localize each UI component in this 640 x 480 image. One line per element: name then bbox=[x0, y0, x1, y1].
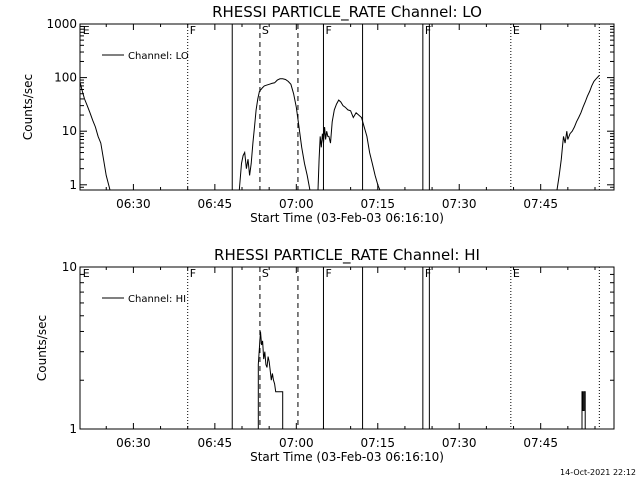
x-tick-label: 07:15 bbox=[360, 197, 395, 211]
event-marker-label: F bbox=[190, 24, 196, 37]
series-line-segment bbox=[581, 391, 586, 429]
x-tick-label: 07:30 bbox=[442, 436, 477, 450]
x-axis-label: Start Time (03-Feb-03 06:16:10) bbox=[250, 450, 444, 464]
x-tick-label: 07:00 bbox=[279, 436, 314, 450]
panel-lo: RHESSI PARTICLE_RATE Channel: LO 06:30 06:… bbox=[21, 3, 615, 225]
y-tick-label: 1 bbox=[69, 422, 77, 436]
y-tick-label: 10 bbox=[62, 124, 77, 138]
event-marker-label: E bbox=[513, 24, 520, 37]
event-marker-label: F bbox=[190, 267, 196, 280]
x-tick-label: 06:30 bbox=[116, 197, 151, 211]
event-marker-label: E bbox=[83, 24, 90, 37]
legend-label: Channel: HI bbox=[128, 294, 186, 305]
x-tick-label: 07:45 bbox=[523, 436, 558, 450]
event-marker-label: F bbox=[325, 24, 331, 37]
series-line-segment bbox=[556, 75, 600, 191]
event-marker-label: F bbox=[425, 24, 431, 37]
y-axis-label: Counts/sec bbox=[35, 315, 49, 381]
y-axis-label: Counts/sec bbox=[21, 74, 35, 140]
y-tick-label: 1000 bbox=[46, 17, 77, 31]
series-line-segment bbox=[238, 78, 311, 191]
panel-hi: RHESSI PARTICLE_RATE Channel: HI 06:30 06:… bbox=[35, 246, 615, 464]
chart-title: RHESSI PARTICLE_RATE Channel: LO bbox=[212, 3, 482, 22]
x-tick-label: 07:00 bbox=[279, 197, 314, 211]
event-marker-label: E bbox=[83, 267, 90, 280]
event-marker-label: S bbox=[262, 24, 269, 37]
series-line-segment bbox=[79, 82, 111, 191]
event-marker-label: F bbox=[325, 267, 331, 280]
y-tick-label: 1 bbox=[69, 178, 77, 192]
x-axis-label: Start Time (03-Feb-03 06:16:10) bbox=[250, 211, 444, 225]
plot-frame bbox=[79, 23, 615, 191]
x-tick-label: 07:45 bbox=[523, 197, 558, 211]
x-tick-label: 06:30 bbox=[116, 436, 151, 450]
footer-timestamp: 14-Oct-2021 22:12 bbox=[560, 468, 636, 477]
chart-title: RHESSI PARTICLE_RATE Channel: HI bbox=[214, 246, 480, 265]
event-marker-label: F bbox=[425, 267, 431, 280]
legend-label: Channel: LO bbox=[128, 51, 189, 62]
y-tick-label: 10 bbox=[62, 260, 77, 274]
x-tick-label: 07:30 bbox=[442, 197, 477, 211]
x-tick-label: 07:15 bbox=[360, 436, 395, 450]
y-tick-label: 100 bbox=[54, 71, 77, 85]
event-marker-label: S bbox=[262, 267, 269, 280]
event-marker-label: E bbox=[513, 267, 520, 280]
x-tick-label: 06:45 bbox=[198, 436, 233, 450]
series-line-segment bbox=[257, 331, 284, 429]
plot-frame bbox=[79, 266, 615, 430]
x-tick-label: 06:45 bbox=[198, 197, 233, 211]
series-line-segment bbox=[317, 99, 381, 191]
